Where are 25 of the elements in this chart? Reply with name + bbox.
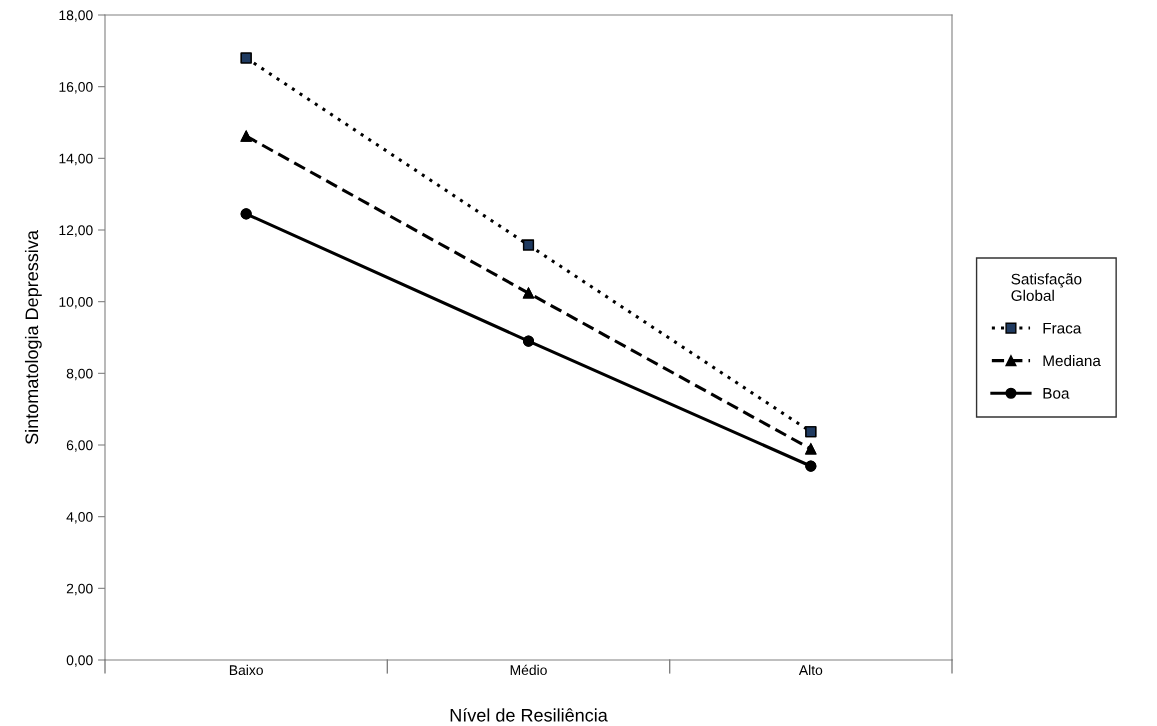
x-tick-label: Baixo — [229, 664, 263, 676]
y-tick-label: 16,00 — [59, 82, 93, 94]
x-axis-title: Nível de Resiliência — [450, 708, 608, 722]
legend-label: Fraca — [1043, 322, 1082, 334]
y-axis-title: Sintomatologia Depressiva — [24, 230, 42, 445]
x-tick-label: Médio — [510, 664, 547, 676]
point — [805, 426, 817, 438]
y-tick-label: 0,00 — [66, 655, 93, 667]
y-tick-label: 14,00 — [59, 153, 93, 166]
point — [240, 52, 252, 64]
y-tick-label: 10,00 — [59, 297, 93, 309]
y-tick-label: 18,00 — [59, 10, 93, 22]
x-tick-label: Alto — [798, 664, 823, 676]
point — [805, 443, 817, 455]
point — [522, 287, 535, 299]
point — [240, 130, 252, 142]
legend-label: Boa — [1043, 388, 1070, 399]
y-tick-label: 6,00 — [66, 440, 93, 452]
y-tick-label: 12,00 — [59, 225, 93, 237]
y-tick-label: 8,00 — [66, 368, 93, 381]
legend-title: Satisfação Global — [1011, 273, 1082, 301]
y-tick-label: 2,00 — [66, 583, 93, 596]
y-tick-label: 4,00 — [66, 512, 93, 524]
legend-label: Mediana — [1043, 354, 1101, 367]
point — [522, 239, 535, 251]
